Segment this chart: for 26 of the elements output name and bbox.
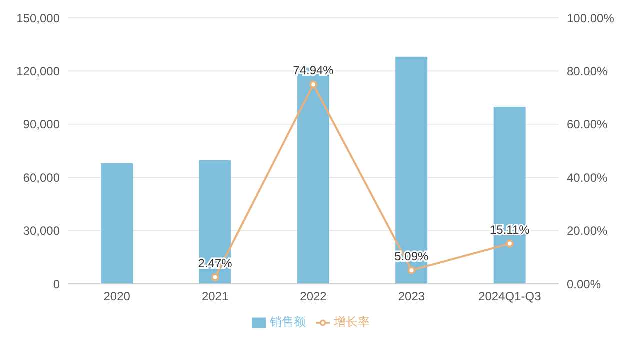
y-tick-label: 150,000 <box>16 11 60 26</box>
bar <box>101 163 133 284</box>
x-tick-label: 2024Q1-Q3 <box>478 290 542 304</box>
legend-label: 销售额 <box>270 315 306 329</box>
x-tick-label: 2022 <box>300 290 328 304</box>
point <box>310 80 318 89</box>
y2-tick-label: 0.00% <box>567 277 602 292</box>
x-tick-label: 2020 <box>104 290 131 304</box>
y-tick-label: 60,000 <box>23 170 60 185</box>
x-tick-label: 2021 <box>202 290 229 304</box>
y2-tick-label: 20.00% <box>567 224 608 238</box>
x-tick-label: 2023 <box>398 290 426 304</box>
point <box>211 273 220 282</box>
y2-tick-label: 80.00% <box>567 64 608 78</box>
y2-tick-label: 100.00% <box>567 11 615 26</box>
y-tick-label: 30,000 <box>23 224 60 238</box>
y2-tick-label: 60.00% <box>567 118 608 132</box>
legend-label: 增长率 <box>334 315 370 329</box>
y-tick-label: 0 <box>53 277 60 292</box>
y2-tick-label: 40.00% <box>567 170 608 185</box>
point <box>506 240 514 248</box>
bar <box>199 160 232 284</box>
bar <box>396 56 428 284</box>
y-tick-label: 90,000 <box>23 118 60 132</box>
point <box>408 266 416 274</box>
y-tick-label: 120,000 <box>16 64 60 78</box>
